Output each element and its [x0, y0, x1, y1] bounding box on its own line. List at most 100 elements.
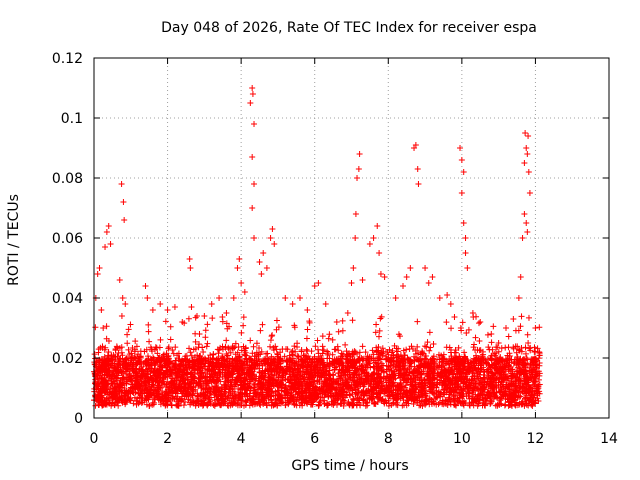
data-point: [522, 350, 529, 357]
data-point: [269, 332, 276, 339]
data-point: [129, 345, 136, 352]
data-point: [287, 358, 294, 365]
chart-title: Day 048 of 2026, Rate Of TEC Index for r…: [161, 20, 537, 36]
data-point: [513, 349, 520, 356]
data-point: [476, 397, 483, 404]
data-point: [118, 313, 125, 320]
data-point: [421, 343, 428, 350]
data-point: [342, 341, 349, 348]
data-point: [160, 351, 167, 358]
data-point: [372, 329, 379, 336]
data-point: [426, 329, 433, 336]
data-point: [505, 344, 512, 351]
data-point: [92, 324, 99, 331]
data-point: [200, 348, 207, 355]
data-point: [137, 348, 144, 355]
data-point: [210, 402, 217, 409]
data-point: [169, 347, 176, 354]
data-point: [270, 346, 277, 353]
data-point: [253, 340, 260, 347]
data-point: [498, 345, 505, 352]
data-point: [404, 379, 411, 386]
data-point: [284, 346, 291, 353]
data-point: [199, 344, 206, 351]
data-point: [536, 324, 543, 331]
data-point: [247, 337, 254, 344]
data-point: [524, 331, 531, 338]
data-point: [465, 326, 472, 333]
data-point: [202, 334, 209, 341]
data-point: [525, 314, 532, 321]
data-point: [119, 352, 126, 359]
data-point: [476, 338, 483, 345]
data-point: [238, 329, 245, 336]
data-point: [411, 376, 418, 383]
data-point: [490, 323, 497, 330]
data-point: [472, 334, 479, 341]
data-point: [326, 331, 333, 338]
data-point: [291, 343, 298, 350]
data-point: [186, 345, 193, 352]
data-point: [267, 337, 274, 344]
data-point: [226, 323, 233, 330]
data-point: [531, 344, 538, 351]
data-point: [396, 367, 403, 374]
data-point: [196, 341, 203, 348]
data-point: [210, 351, 217, 358]
data-point: [339, 317, 346, 324]
data-point: [209, 315, 216, 322]
data-point: [350, 396, 357, 403]
data-point: [518, 313, 525, 320]
data-point: [423, 343, 430, 350]
data-point: [263, 350, 270, 357]
data-point: [204, 321, 211, 328]
data-point: [130, 400, 137, 407]
data-point: [495, 348, 502, 355]
data-point: [359, 343, 366, 350]
data-point: [525, 339, 532, 346]
data-point: [115, 402, 122, 409]
data-point: [273, 346, 280, 353]
data-point: [463, 330, 470, 337]
data-point: [170, 350, 177, 357]
data-point: [145, 328, 152, 335]
data-point: [443, 319, 450, 326]
data-point: [484, 331, 491, 338]
data-point: [321, 400, 328, 407]
data-point: [356, 349, 363, 356]
data-point: [196, 331, 203, 338]
data-point: [378, 313, 385, 320]
data-point: [535, 376, 542, 383]
data-point: [227, 349, 234, 356]
data-point: [235, 343, 242, 350]
data-point: [339, 327, 346, 334]
data-point: [451, 313, 458, 320]
data-point: [223, 337, 230, 344]
data-point: [162, 318, 169, 325]
data-point: [469, 367, 476, 374]
data-point: [335, 328, 342, 335]
data-point: [324, 348, 331, 355]
data-point: [427, 344, 434, 351]
data-point: [180, 402, 187, 409]
data-point: [505, 333, 512, 340]
data-point: [304, 326, 311, 333]
data-point: [157, 336, 164, 343]
data-point: [394, 348, 401, 355]
data-point: [345, 400, 352, 407]
data-point: [131, 348, 138, 355]
data-point: [203, 343, 210, 350]
data-point: [376, 327, 383, 334]
data-point: [448, 325, 455, 332]
data-points: [91, 85, 543, 409]
data-point: [192, 338, 199, 345]
data-point: [320, 347, 327, 354]
data-point: [349, 317, 356, 324]
data-point: [488, 339, 495, 346]
data-point: [154, 350, 161, 357]
data-point: [314, 337, 321, 344]
data-point: [256, 344, 263, 351]
data-point: [459, 319, 466, 326]
data-point: [475, 320, 482, 327]
